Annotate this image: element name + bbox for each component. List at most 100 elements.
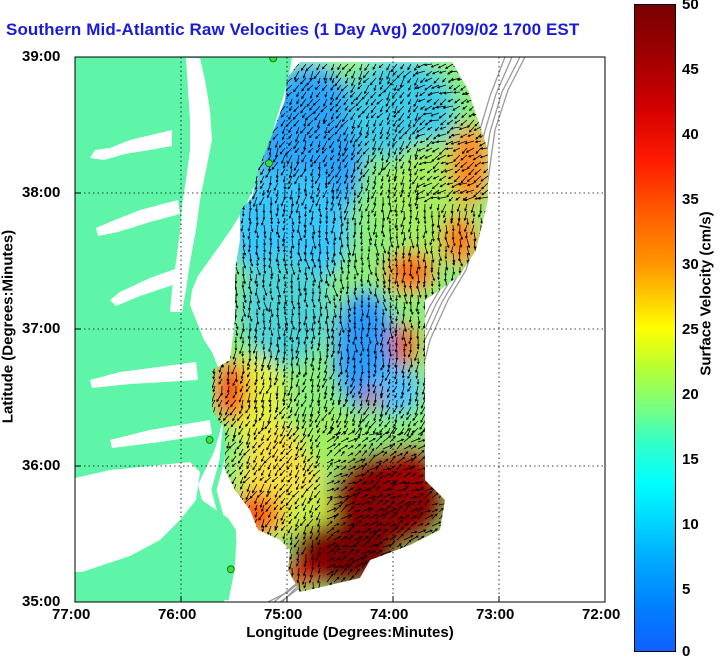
velocity-vector xyxy=(406,406,412,416)
velocity-vector xyxy=(303,560,307,568)
velocity-vector xyxy=(355,98,363,107)
velocity-vector xyxy=(344,140,349,152)
velocity-vector xyxy=(283,245,286,253)
velocity-vector xyxy=(270,224,274,233)
velocity-vector xyxy=(247,308,251,319)
velocity-vector xyxy=(410,473,417,478)
y-tick-label: 39:00 xyxy=(22,48,61,65)
velocity-vector xyxy=(389,540,395,548)
velocity-vector xyxy=(255,308,259,316)
velocity-vector xyxy=(312,105,321,115)
velocity-vector xyxy=(396,519,404,527)
velocity-vector xyxy=(252,441,258,449)
velocity-vector xyxy=(263,287,268,296)
velocity-vector xyxy=(340,466,347,471)
velocity-vector xyxy=(462,105,468,110)
velocity-vector xyxy=(295,476,300,485)
velocity-vector xyxy=(375,450,385,457)
velocity-vector xyxy=(452,259,455,266)
velocity-vector xyxy=(333,287,339,298)
velocity-vector xyxy=(301,420,307,430)
velocity-vector xyxy=(338,371,342,378)
velocity-vector xyxy=(459,231,463,241)
velocity-vector xyxy=(351,77,356,87)
velocity-vector xyxy=(354,266,359,276)
velocity-vector xyxy=(275,392,279,401)
velocity-vector xyxy=(438,259,441,267)
velocity-vector xyxy=(347,329,350,338)
velocity-vector xyxy=(319,210,323,218)
velocity-vector xyxy=(387,196,391,206)
velocity-vector xyxy=(458,182,468,186)
velocity-vector xyxy=(375,460,383,464)
velocity-vector xyxy=(266,189,272,199)
velocity-vector xyxy=(379,119,384,127)
velocity-vector xyxy=(387,147,391,157)
velocity-vector xyxy=(245,420,251,427)
velocity-vector xyxy=(287,413,293,419)
velocity-vector xyxy=(314,126,321,134)
velocity-vector xyxy=(451,182,461,188)
velocity-vector xyxy=(389,350,392,358)
velocity-vector xyxy=(317,525,321,534)
velocity-vector xyxy=(401,364,405,374)
velocity-vector xyxy=(391,91,398,99)
velocity-vector xyxy=(317,294,321,303)
velocity-vector xyxy=(459,189,468,194)
velocity-vector xyxy=(316,511,321,521)
velocity-vector xyxy=(458,126,468,130)
velocity-vector xyxy=(260,392,265,403)
velocity-vector xyxy=(436,217,440,229)
velocity-vector xyxy=(414,63,419,72)
velocity-vector xyxy=(277,287,282,298)
velocity-vector xyxy=(326,252,330,261)
velocity-vector xyxy=(351,210,356,221)
velocity-vector xyxy=(459,259,463,267)
velocity-vector xyxy=(424,154,433,159)
velocity-vector xyxy=(360,280,364,288)
velocity-vector xyxy=(242,287,247,299)
velocity-vector xyxy=(368,507,373,513)
velocity-vector xyxy=(357,119,363,129)
velocity-vector xyxy=(298,231,303,242)
velocity-vector xyxy=(410,430,415,436)
velocity-vector xyxy=(394,196,398,203)
velocity-vector xyxy=(273,154,279,163)
velocity-vector xyxy=(379,378,384,387)
velocity-vector xyxy=(347,493,357,499)
velocity-vector xyxy=(480,175,488,182)
velocity-vector xyxy=(260,175,265,184)
velocity-vector xyxy=(340,217,344,227)
velocity-vector xyxy=(399,140,405,151)
velocity-vector xyxy=(414,350,419,362)
velocity-vector xyxy=(394,161,398,170)
velocity-vector xyxy=(333,465,340,471)
velocity-vector xyxy=(302,427,307,437)
velocity-vector xyxy=(398,133,405,140)
velocity-vector xyxy=(407,385,412,393)
velocity-vector xyxy=(268,259,272,269)
velocity-vector xyxy=(315,133,321,140)
velocity-vector xyxy=(254,364,258,373)
velocity-vector xyxy=(368,448,375,457)
velocity-vector xyxy=(260,182,265,190)
velocity-vector xyxy=(361,550,371,555)
velocity-vector xyxy=(450,273,454,282)
velocity-vector xyxy=(379,406,384,418)
velocity-vector xyxy=(452,147,461,152)
velocity-vector xyxy=(358,77,363,86)
colorbar-tick-label: 45 xyxy=(682,61,699,78)
velocity-vector xyxy=(253,469,258,476)
velocity-vector xyxy=(360,315,363,323)
colorbar-tick-label: 0 xyxy=(682,643,691,660)
velocity-vector xyxy=(394,126,398,133)
velocity-vector xyxy=(340,460,347,464)
velocity-vector xyxy=(277,343,281,354)
velocity-vector xyxy=(464,224,468,233)
velocity-vector xyxy=(361,560,368,569)
velocity-vector xyxy=(342,147,349,157)
velocity-vector xyxy=(416,357,420,365)
velocity-vector xyxy=(302,378,307,386)
velocity-vector xyxy=(394,273,398,285)
